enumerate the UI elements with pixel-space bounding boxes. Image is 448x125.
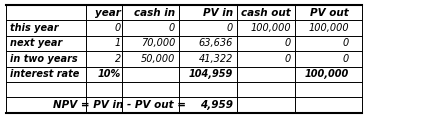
Text: cash in: cash in <box>134 8 175 18</box>
Text: 70,000: 70,000 <box>141 38 175 48</box>
Text: 100,000: 100,000 <box>250 23 291 33</box>
Text: 50,000: 50,000 <box>141 54 175 64</box>
Text: 0: 0 <box>285 54 291 64</box>
Text: PV in: PV in <box>203 8 233 18</box>
Text: cash out: cash out <box>241 8 291 18</box>
Text: 4,959: 4,959 <box>200 100 233 110</box>
Text: 41,322: 41,322 <box>199 54 233 64</box>
Text: 0: 0 <box>169 23 175 33</box>
Text: 100,000: 100,000 <box>308 23 349 33</box>
Text: 63,636: 63,636 <box>199 38 233 48</box>
Text: 0: 0 <box>227 23 233 33</box>
Text: 0: 0 <box>114 23 121 33</box>
Text: next year: next year <box>10 38 63 48</box>
Text: year: year <box>95 8 121 18</box>
Text: 0: 0 <box>343 54 349 64</box>
Text: this year: this year <box>10 23 59 33</box>
Text: 1: 1 <box>114 38 121 48</box>
Text: 2: 2 <box>114 54 121 64</box>
Text: 0: 0 <box>285 38 291 48</box>
Text: 10%: 10% <box>98 69 121 79</box>
Text: interest rate: interest rate <box>10 69 80 79</box>
Text: NPV = PV in - PV out =: NPV = PV in - PV out = <box>53 100 186 110</box>
Text: in two years: in two years <box>10 54 78 64</box>
Text: PV out: PV out <box>310 8 349 18</box>
Text: 104,959: 104,959 <box>189 69 233 79</box>
Text: 0: 0 <box>343 38 349 48</box>
Text: 100,000: 100,000 <box>305 69 349 79</box>
